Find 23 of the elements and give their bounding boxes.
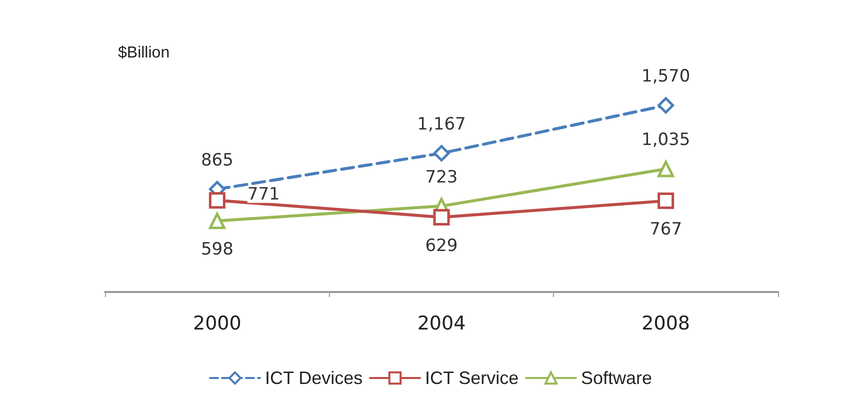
data-label: 1,570 <box>641 66 690 87</box>
y-axis-title: $Billion <box>118 44 170 62</box>
point <box>658 97 674 114</box>
x-tick-label: 2004 <box>417 312 466 334</box>
point <box>658 192 674 210</box>
legend-label: ICT Service <box>424 368 519 388</box>
legend-label: Software <box>581 368 652 388</box>
data-label: 723 <box>425 167 458 188</box>
x-tick-label: 2008 <box>642 312 690 334</box>
point <box>658 160 674 178</box>
point <box>208 192 226 209</box>
point <box>433 145 450 162</box>
data-label: 629 <box>425 236 458 256</box>
data-label: 771 <box>247 184 280 204</box>
data-label: 767 <box>650 220 682 240</box>
point <box>208 212 226 230</box>
data-label: 1,035 <box>641 130 690 150</box>
data-label: 1,167 <box>417 114 466 135</box>
data-label: 598 <box>200 240 234 260</box>
legend-label: ICT Devices <box>264 368 363 388</box>
data-label: 865 <box>200 150 234 170</box>
point <box>433 208 450 226</box>
x-tick-label: 2000 <box>192 312 242 334</box>
